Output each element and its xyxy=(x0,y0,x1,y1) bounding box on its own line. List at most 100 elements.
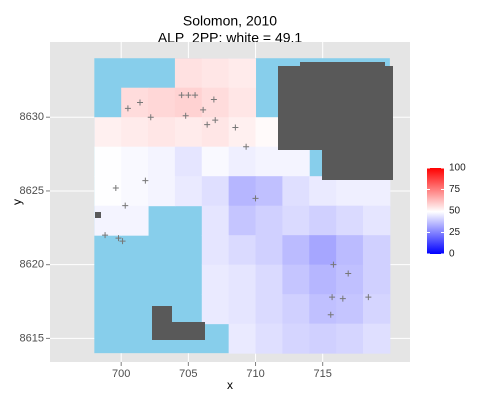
site-marker xyxy=(330,261,337,268)
raster-cell xyxy=(148,87,176,118)
raster-cell xyxy=(94,117,122,148)
colorbar xyxy=(427,168,444,254)
raster-cell xyxy=(362,323,391,354)
raster-cell xyxy=(201,87,230,118)
raster-cell xyxy=(282,323,310,354)
raster-cell xyxy=(309,205,337,236)
site-marker xyxy=(252,195,259,202)
raster-cell xyxy=(362,176,391,207)
raster-cell xyxy=(228,176,257,207)
site-marker xyxy=(122,202,129,209)
raster-cell xyxy=(228,58,257,89)
site-marker xyxy=(365,294,372,301)
site-marker xyxy=(204,121,211,128)
site-marker xyxy=(147,114,154,121)
site-marker xyxy=(212,117,219,124)
raster-cell xyxy=(309,264,337,295)
raster-cell xyxy=(201,264,230,295)
raster-cell xyxy=(201,235,230,266)
raster-cell xyxy=(228,323,257,354)
raster-cell xyxy=(201,146,230,177)
y-tick-label: 8615 xyxy=(20,332,44,344)
raster-cell xyxy=(201,58,230,89)
raster-cell xyxy=(174,176,203,207)
site-marker xyxy=(178,92,185,99)
x-tick-label: 705 xyxy=(179,368,197,380)
raster-cell xyxy=(174,146,203,177)
x-tick-label: 715 xyxy=(314,368,332,380)
no-data-area xyxy=(278,62,393,180)
site-marker xyxy=(329,294,336,301)
site-marker xyxy=(345,270,352,277)
raster-cell xyxy=(174,58,203,89)
y-tick-label: 8620 xyxy=(20,259,44,271)
raster-cell xyxy=(336,235,364,266)
raster-cell xyxy=(362,235,391,266)
raster-cell xyxy=(336,294,364,325)
raster-cell xyxy=(121,205,149,236)
raster-cell xyxy=(228,294,257,325)
raster-cell xyxy=(255,235,283,266)
site-marker xyxy=(112,184,119,191)
raster-cell xyxy=(282,264,310,295)
raster-cell xyxy=(255,264,283,295)
site-marker xyxy=(185,92,192,99)
colorbar-label: 100 xyxy=(449,163,466,174)
raster-cell xyxy=(309,176,337,207)
raster-cell xyxy=(336,264,364,295)
raster-cell xyxy=(282,205,310,236)
y-tick-label: 8630 xyxy=(20,111,44,123)
raster-cell xyxy=(228,205,257,236)
colorbar-label: 25 xyxy=(449,227,461,238)
x-axis-label: x xyxy=(227,378,233,392)
site-marker xyxy=(232,124,239,131)
raster-cell xyxy=(228,235,257,266)
raster-cell xyxy=(201,176,230,207)
raster-cell xyxy=(255,294,283,325)
raster-cell xyxy=(201,205,230,236)
site-marker xyxy=(137,99,143,106)
site-marker xyxy=(327,311,334,318)
raster-cell xyxy=(336,323,364,354)
site-marker xyxy=(124,105,131,112)
raster-cell xyxy=(362,205,391,236)
raster-cell xyxy=(201,294,230,325)
raster-cell xyxy=(148,176,176,207)
x-tick-label: 710 xyxy=(246,368,264,380)
raster-cell xyxy=(121,146,149,177)
site-marker xyxy=(182,112,189,119)
raster-cell xyxy=(148,117,176,148)
no-data-area xyxy=(95,212,101,218)
raster-cell xyxy=(336,205,364,236)
site-marker xyxy=(115,235,122,242)
no-data-areas xyxy=(95,62,393,340)
raster-cell xyxy=(282,235,310,266)
raster-cell xyxy=(94,205,122,236)
raster-cell xyxy=(228,146,257,177)
raster-cell xyxy=(282,146,310,177)
raster-cell xyxy=(309,235,337,266)
no-data-area xyxy=(152,306,205,340)
colorbar-label: 50 xyxy=(449,206,461,217)
site-marker xyxy=(102,232,109,239)
colorbar-label: 75 xyxy=(449,184,461,195)
chart-subtitle: ALP_2PP; white = 49.1 xyxy=(158,30,303,46)
raster-cell xyxy=(174,117,203,148)
raster-cell xyxy=(255,146,283,177)
colorbar-label: 0 xyxy=(449,249,455,260)
raster-cell xyxy=(362,264,391,295)
raster-cell xyxy=(148,146,176,177)
raster-cell xyxy=(282,294,310,325)
raster-cell xyxy=(121,117,149,148)
raster-cell xyxy=(255,323,283,354)
raster-cell xyxy=(228,87,257,118)
site-marker xyxy=(243,143,250,150)
chart-title: Solomon, 2010 xyxy=(183,13,277,29)
x-tick-label: 700 xyxy=(112,368,130,380)
site-marker xyxy=(200,106,207,113)
y-tick-label: 8625 xyxy=(20,185,44,197)
raster-cell xyxy=(336,176,364,207)
raster-cell xyxy=(121,87,149,118)
raster-cell xyxy=(255,205,283,236)
